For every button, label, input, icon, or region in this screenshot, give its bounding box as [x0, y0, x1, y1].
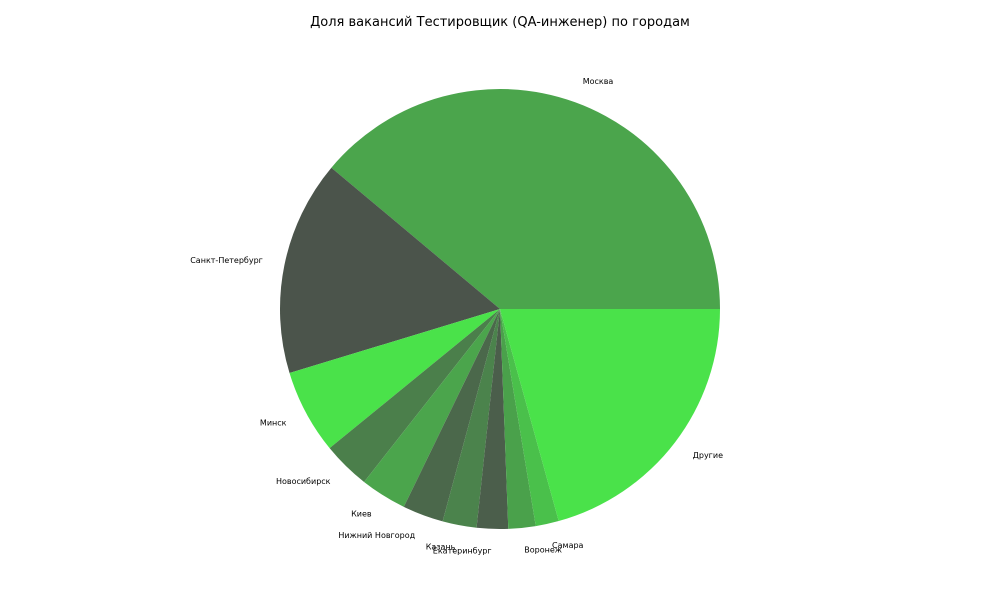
pie-slice-label: Киев — [351, 510, 372, 519]
pie-slice-label: Минск — [260, 418, 287, 427]
pie-slice — [364, 309, 500, 507]
pie-slice — [331, 88, 720, 309]
pie-slice — [442, 309, 500, 528]
pie-slice-label: Казань — [426, 542, 456, 551]
pie-slice — [500, 309, 720, 522]
pie-slice-label: Москва — [583, 77, 614, 86]
pie-slice-label: Другие — [693, 451, 723, 460]
pie-slices — [279, 88, 720, 529]
pie-slice — [500, 309, 536, 529]
pie-slice — [476, 309, 509, 529]
pie-slice-label: Нижний Новгород — [338, 531, 415, 540]
pie-slice — [500, 309, 559, 527]
pie-slice — [289, 309, 500, 449]
pie-slice-label: Санкт-Петербург — [190, 256, 263, 265]
pie-slice — [279, 167, 500, 374]
pie-slice-label: Самара — [552, 541, 584, 550]
pie-slice-label: Воронеж — [524, 545, 562, 554]
pie-labels: Москва Санкт-Петербург Минск Новосибирск Кие… — [190, 77, 723, 555]
pie-slice-label: Екатеринбург — [433, 546, 492, 555]
chart-title: Доля вакансий Тестировщик (QA-инженер) п… — [310, 15, 690, 30]
pie-slice — [329, 309, 500, 482]
pie-slice — [403, 309, 500, 522]
pie-slice-label: Новосибирск — [276, 477, 331, 486]
